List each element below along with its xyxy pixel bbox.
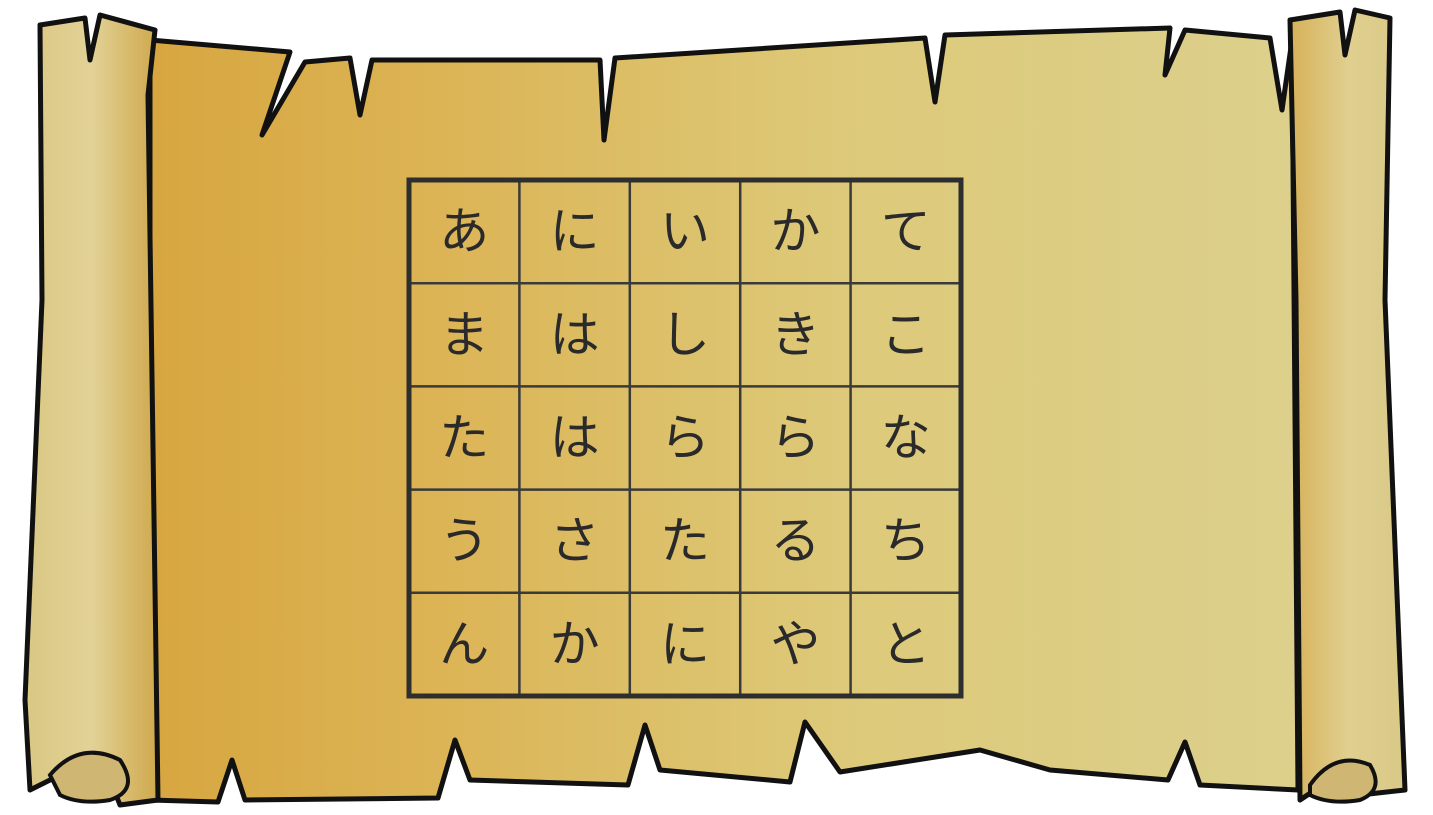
grid-cell: う — [439, 512, 489, 570]
grid-cell: た — [660, 512, 710, 570]
letter-grid: あにいかてまはしきこたはららなうさたるちんかにやと — [406, 177, 964, 699]
grid-cell: た — [439, 409, 489, 467]
grid-cell: し — [660, 306, 710, 364]
grid-cell: さ — [550, 512, 600, 570]
grid-cell: な — [881, 409, 931, 467]
grid-cell: に — [550, 203, 600, 261]
grid-cell: は — [550, 306, 600, 364]
grid-border — [406, 177, 964, 699]
grid-cell: に — [660, 615, 710, 673]
grid-cell: と — [881, 615, 931, 673]
right-roll-curl — [1308, 758, 1378, 804]
grid-cell: い — [660, 203, 710, 261]
grid-cell: や — [770, 615, 820, 673]
right-roll — [1287, 7, 1408, 803]
grid-cell: き — [770, 306, 820, 364]
grid-cell: ん — [439, 615, 489, 673]
parchment — [147, 25, 1301, 805]
grid-cell: か — [550, 615, 600, 673]
grid-cell: ら — [660, 409, 710, 467]
grid-cell: あ — [439, 203, 489, 261]
grid-cell: は — [550, 409, 600, 467]
grid-cell: ま — [439, 306, 489, 364]
left-roll-curl — [47, 750, 130, 804]
grid-cell: て — [881, 203, 931, 261]
grid-cell: る — [770, 512, 820, 570]
grid-cell: か — [770, 203, 820, 261]
grid-cell: ち — [881, 512, 931, 570]
left-roll — [22, 12, 161, 808]
grid-cell: こ — [881, 306, 931, 364]
grid-cell: ら — [770, 409, 820, 467]
